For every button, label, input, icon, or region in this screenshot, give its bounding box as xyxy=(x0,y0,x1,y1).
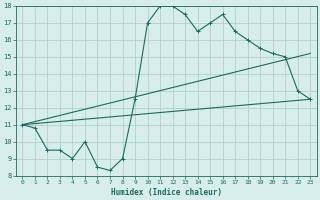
X-axis label: Humidex (Indice chaleur): Humidex (Indice chaleur) xyxy=(111,188,222,197)
